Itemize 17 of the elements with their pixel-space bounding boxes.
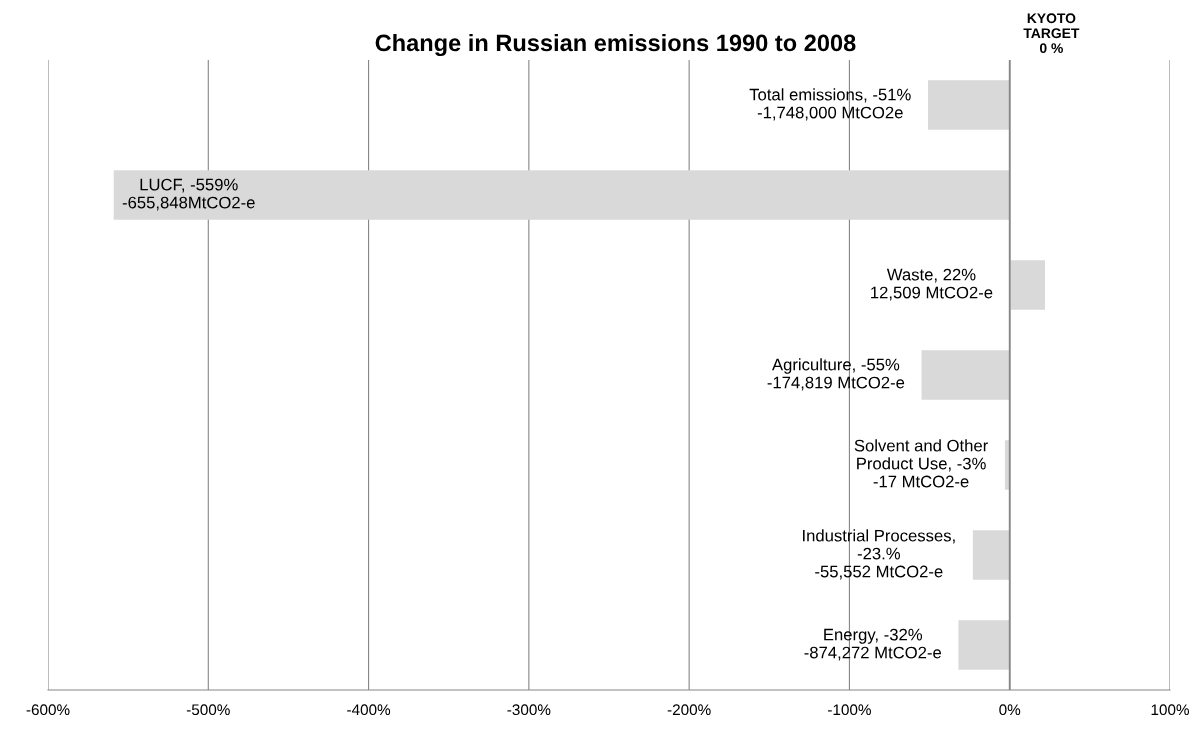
chart-title: Change in Russian emissions 1990 to 2008 [375, 33, 856, 57]
data-label: LUCF, -559% -655,848MtCO2-e [122, 178, 255, 211]
data-label: Industrial Processes, -23.% -55,552 MtCO2-e [803, 529, 955, 580]
data-label: Total emissions, -51% -1,748,000 MtCO2e [749, 88, 911, 121]
x-tick-label: -500% [186, 704, 230, 716]
data-label: Agriculture, -55% -174,819 MtCO2-e [767, 358, 905, 391]
ref-line-label: KYOTO TARGET 0 % [1023, 13, 1080, 54]
data-label: Solvent and Other Product Use, -3% -17 MtCO2-e [854, 439, 988, 488]
x-tick-label: -300% [507, 704, 551, 716]
x-tick-label: -100% [828, 704, 871, 716]
x-tick-label: 0% [999, 704, 1021, 716]
x-tick-label: 100% [1151, 704, 1189, 716]
x-tick-label: -600% [26, 704, 70, 716]
x-tick-label: -400% [347, 704, 391, 716]
data-label: Waste, 22% 12,509 MtCO2-e [871, 268, 993, 301]
x-tick-label: -200% [667, 704, 711, 716]
data-label: Energy, -32% -874,272 MtCO2-e [804, 628, 942, 661]
